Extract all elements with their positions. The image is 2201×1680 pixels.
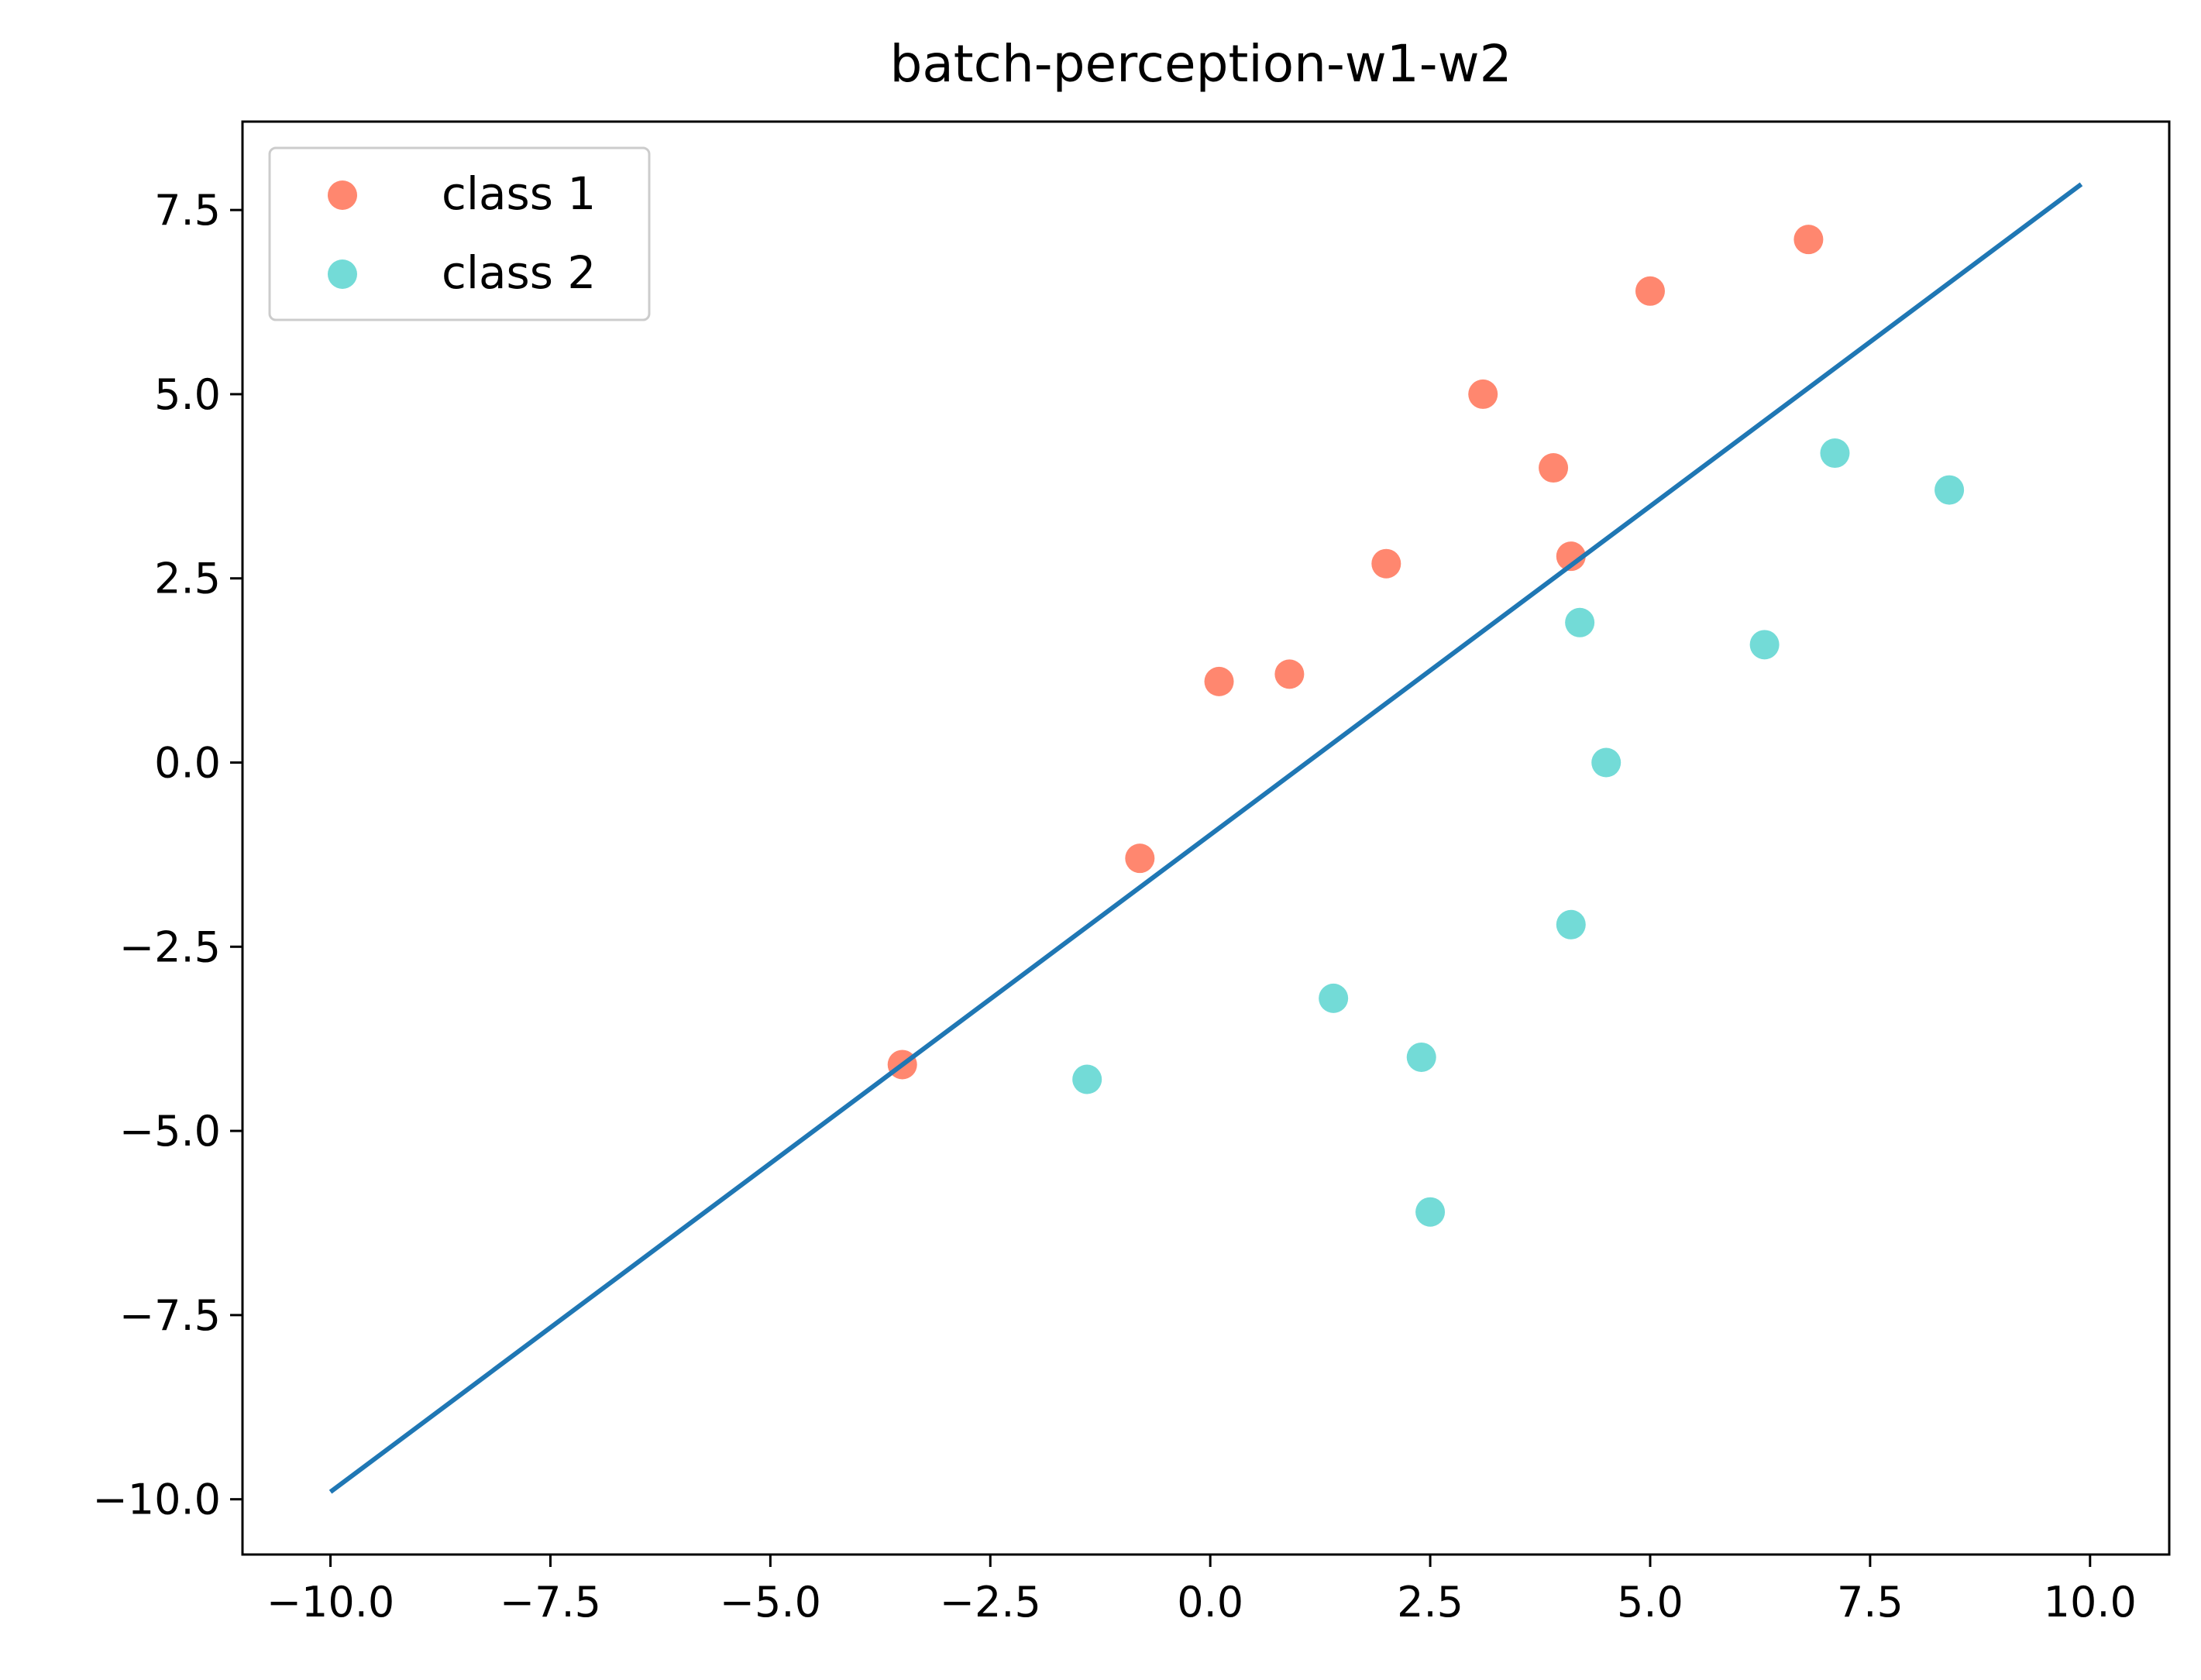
- data-point: [1125, 843, 1155, 874]
- y-tick-label: −5.0: [119, 1107, 221, 1156]
- legend-label-class-2: class 2: [442, 246, 596, 299]
- data-point: [1204, 666, 1234, 696]
- y-tick-label: −7.5: [119, 1291, 221, 1340]
- series-class-1: [887, 225, 1824, 1080]
- plot-area: [328, 182, 2083, 1494]
- y-tick-label: −2.5: [119, 922, 221, 971]
- legend-label-class-1: class 1: [442, 167, 596, 220]
- data-point: [1556, 909, 1586, 940]
- data-point: [1793, 225, 1824, 255]
- series-class-2: [1072, 438, 1965, 1227]
- y-axis: −10.0 −7.5 −5.0 −2.5 0.0 2.5 5.0 7.5: [93, 186, 242, 1524]
- data-point: [1591, 747, 1622, 778]
- y-tick-label: 7.5: [154, 186, 221, 235]
- data-point: [1749, 630, 1780, 660]
- x-tick-label: 10.0: [2044, 1578, 2137, 1627]
- x-axis: −10.0 −7.5 −5.0 −2.5 0.0 2.5 5.0 7.5 10.0: [267, 1555, 2137, 1627]
- decision-boundary-line: [328, 182, 2083, 1494]
- x-tick-label: −10.0: [267, 1578, 394, 1627]
- data-point: [1415, 1197, 1446, 1227]
- data-point: [1072, 1064, 1102, 1094]
- data-point: [1565, 607, 1595, 637]
- data-point: [1371, 548, 1401, 579]
- legend-marker-class-1: [328, 180, 357, 210]
- chart-title: batch-perception-w1-w2: [889, 34, 1511, 94]
- data-point: [1319, 983, 1349, 1013]
- data-point: [1468, 379, 1498, 409]
- data-point: [1635, 276, 1665, 306]
- x-tick-label: 5.0: [1617, 1578, 1683, 1627]
- x-tick-label: −7.5: [500, 1578, 601, 1627]
- y-tick-label: −10.0: [93, 1476, 221, 1524]
- axes-frame: [241, 120, 2171, 1556]
- data-point: [1539, 453, 1569, 483]
- data-point: [1934, 475, 1965, 505]
- data-point: [1556, 541, 1586, 572]
- y-tick-label: 2.5: [154, 555, 221, 603]
- x-tick-label: 0.0: [1177, 1578, 1243, 1627]
- x-tick-label: 7.5: [1837, 1578, 1904, 1627]
- legend-marker-class-2: [328, 259, 357, 289]
- data-point: [1274, 659, 1305, 689]
- x-tick-label: −5.0: [720, 1578, 821, 1627]
- y-tick-label: 5.0: [154, 370, 221, 419]
- legend-box: [268, 146, 651, 321]
- x-tick-label: −2.5: [940, 1578, 1041, 1627]
- legend: class 1 class 2: [268, 146, 651, 321]
- y-tick-label: 0.0: [154, 739, 221, 788]
- data-point: [1406, 1042, 1436, 1072]
- x-tick-label: 2.5: [1397, 1578, 1463, 1627]
- data-point: [1820, 438, 1850, 469]
